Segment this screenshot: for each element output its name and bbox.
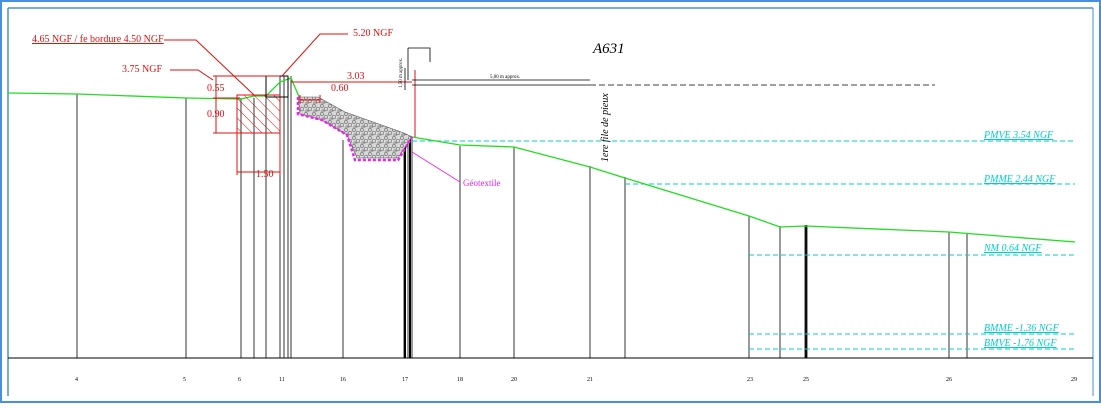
profile-label: 23 <box>747 377 753 383</box>
label-dim-303: 3.03 <box>347 71 365 82</box>
profile-label: 6 <box>238 377 241 383</box>
profile-label: 16 <box>340 377 346 383</box>
station-lines <box>76 76 968 358</box>
label-dim-150: 1.50 <box>256 169 274 180</box>
label-dim-055: 0.55 <box>207 83 225 94</box>
label-dim-090: 0.90 <box>207 109 225 120</box>
leader-lines <box>164 33 416 175</box>
profile-label: 18 <box>457 377 463 383</box>
profile-label: 26 <box>946 377 952 383</box>
label-ngf-375: 3.75 NGF <box>122 64 162 75</box>
profile-label: 5 <box>183 377 186 383</box>
profile-labels: 4 5 6 11 16 17 18 20 21 23 25 26 29 <box>75 377 1077 383</box>
geotextile-label: Géotextile <box>463 178 501 188</box>
geotextile-leader <box>411 151 461 183</box>
geotextile-line <box>296 97 414 162</box>
label-dim-500: 5,00 m approx. <box>490 75 520 80</box>
label-dim-060: 0.60 <box>331 83 349 94</box>
water-label-bmve: BMVE -1.76 NGF <box>984 338 1057 349</box>
pile-row-label: 1ere file de pieux <box>600 93 611 162</box>
profile-label: 25 <box>803 377 809 383</box>
profile-label: 29 <box>1071 377 1077 383</box>
water-level-lines <box>412 140 1075 350</box>
label-ngf-465: 4.65 NGF / fe bordure 4.50 NGF <box>32 34 164 45</box>
wall-structure <box>236 75 289 134</box>
profile-label: 11 <box>279 377 285 383</box>
water-label-pmme: PMME 2.44 NGF <box>983 174 1056 185</box>
water-label-nm: NM 0.64 NGF <box>983 243 1042 254</box>
label-ngf-520: 5.20 NGF <box>353 28 393 39</box>
profile-label: 20 <box>511 377 517 383</box>
water-label-pmve: PMVE 3.54 NGF <box>983 130 1054 141</box>
profile-label: 21 <box>587 377 593 383</box>
profile-label: 17 <box>402 377 408 383</box>
dimension-lines <box>404 47 935 90</box>
water-label-bmme: BMME -1.36 NGF <box>984 323 1060 334</box>
label-dim-150v: 1,50 m approx. <box>399 58 404 88</box>
profile-label: 4 <box>75 377 78 383</box>
section-title: A631 <box>592 41 625 57</box>
